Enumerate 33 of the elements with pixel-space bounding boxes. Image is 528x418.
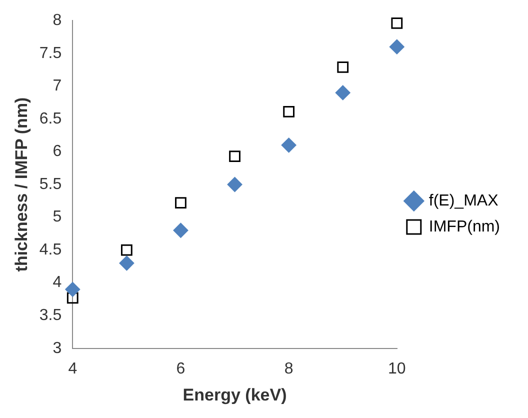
y-tick-label: 4 — [52, 274, 62, 292]
y-tick-label: 6.5 — [39, 110, 62, 128]
y-tick-label: 3 — [52, 340, 62, 357]
x-axis-title: Energy (keV) — [182, 385, 287, 404]
point — [337, 61, 349, 73]
legend-label: f(E)_MAX — [428, 192, 499, 210]
y-tick-label: 3.5 — [39, 307, 62, 324]
y-tick-label: 6 — [52, 143, 62, 160]
y-tick-label: 4.5 — [39, 241, 62, 258]
x-tick-label: 8 — [284, 360, 294, 378]
x-tick-label: 6 — [176, 360, 186, 378]
point — [335, 85, 350, 100]
y-tick-label: 7 — [52, 78, 62, 95]
point — [283, 106, 295, 118]
point — [65, 282, 80, 297]
point — [229, 150, 240, 162]
y-tick-label: 7.5 — [39, 44, 62, 62]
point — [120, 244, 132, 256]
y-tick-label: 5 — [52, 208, 62, 226]
y-axis-title: thickness / IMFP (nm) — [12, 97, 31, 272]
point — [175, 197, 186, 209]
x-tick-label: 10 — [388, 360, 406, 378]
point — [173, 222, 188, 238]
y-tick-label: 8 — [52, 12, 62, 30]
point — [391, 18, 403, 29]
y-tick-label: 5.5 — [39, 176, 62, 193]
x-tick-label: 4 — [68, 360, 78, 378]
point — [227, 177, 242, 192]
point — [281, 138, 296, 153]
point — [119, 256, 134, 271]
legend-label: IMFP(nm) — [428, 218, 500, 236]
point — [66, 292, 78, 304]
point — [389, 39, 404, 54]
